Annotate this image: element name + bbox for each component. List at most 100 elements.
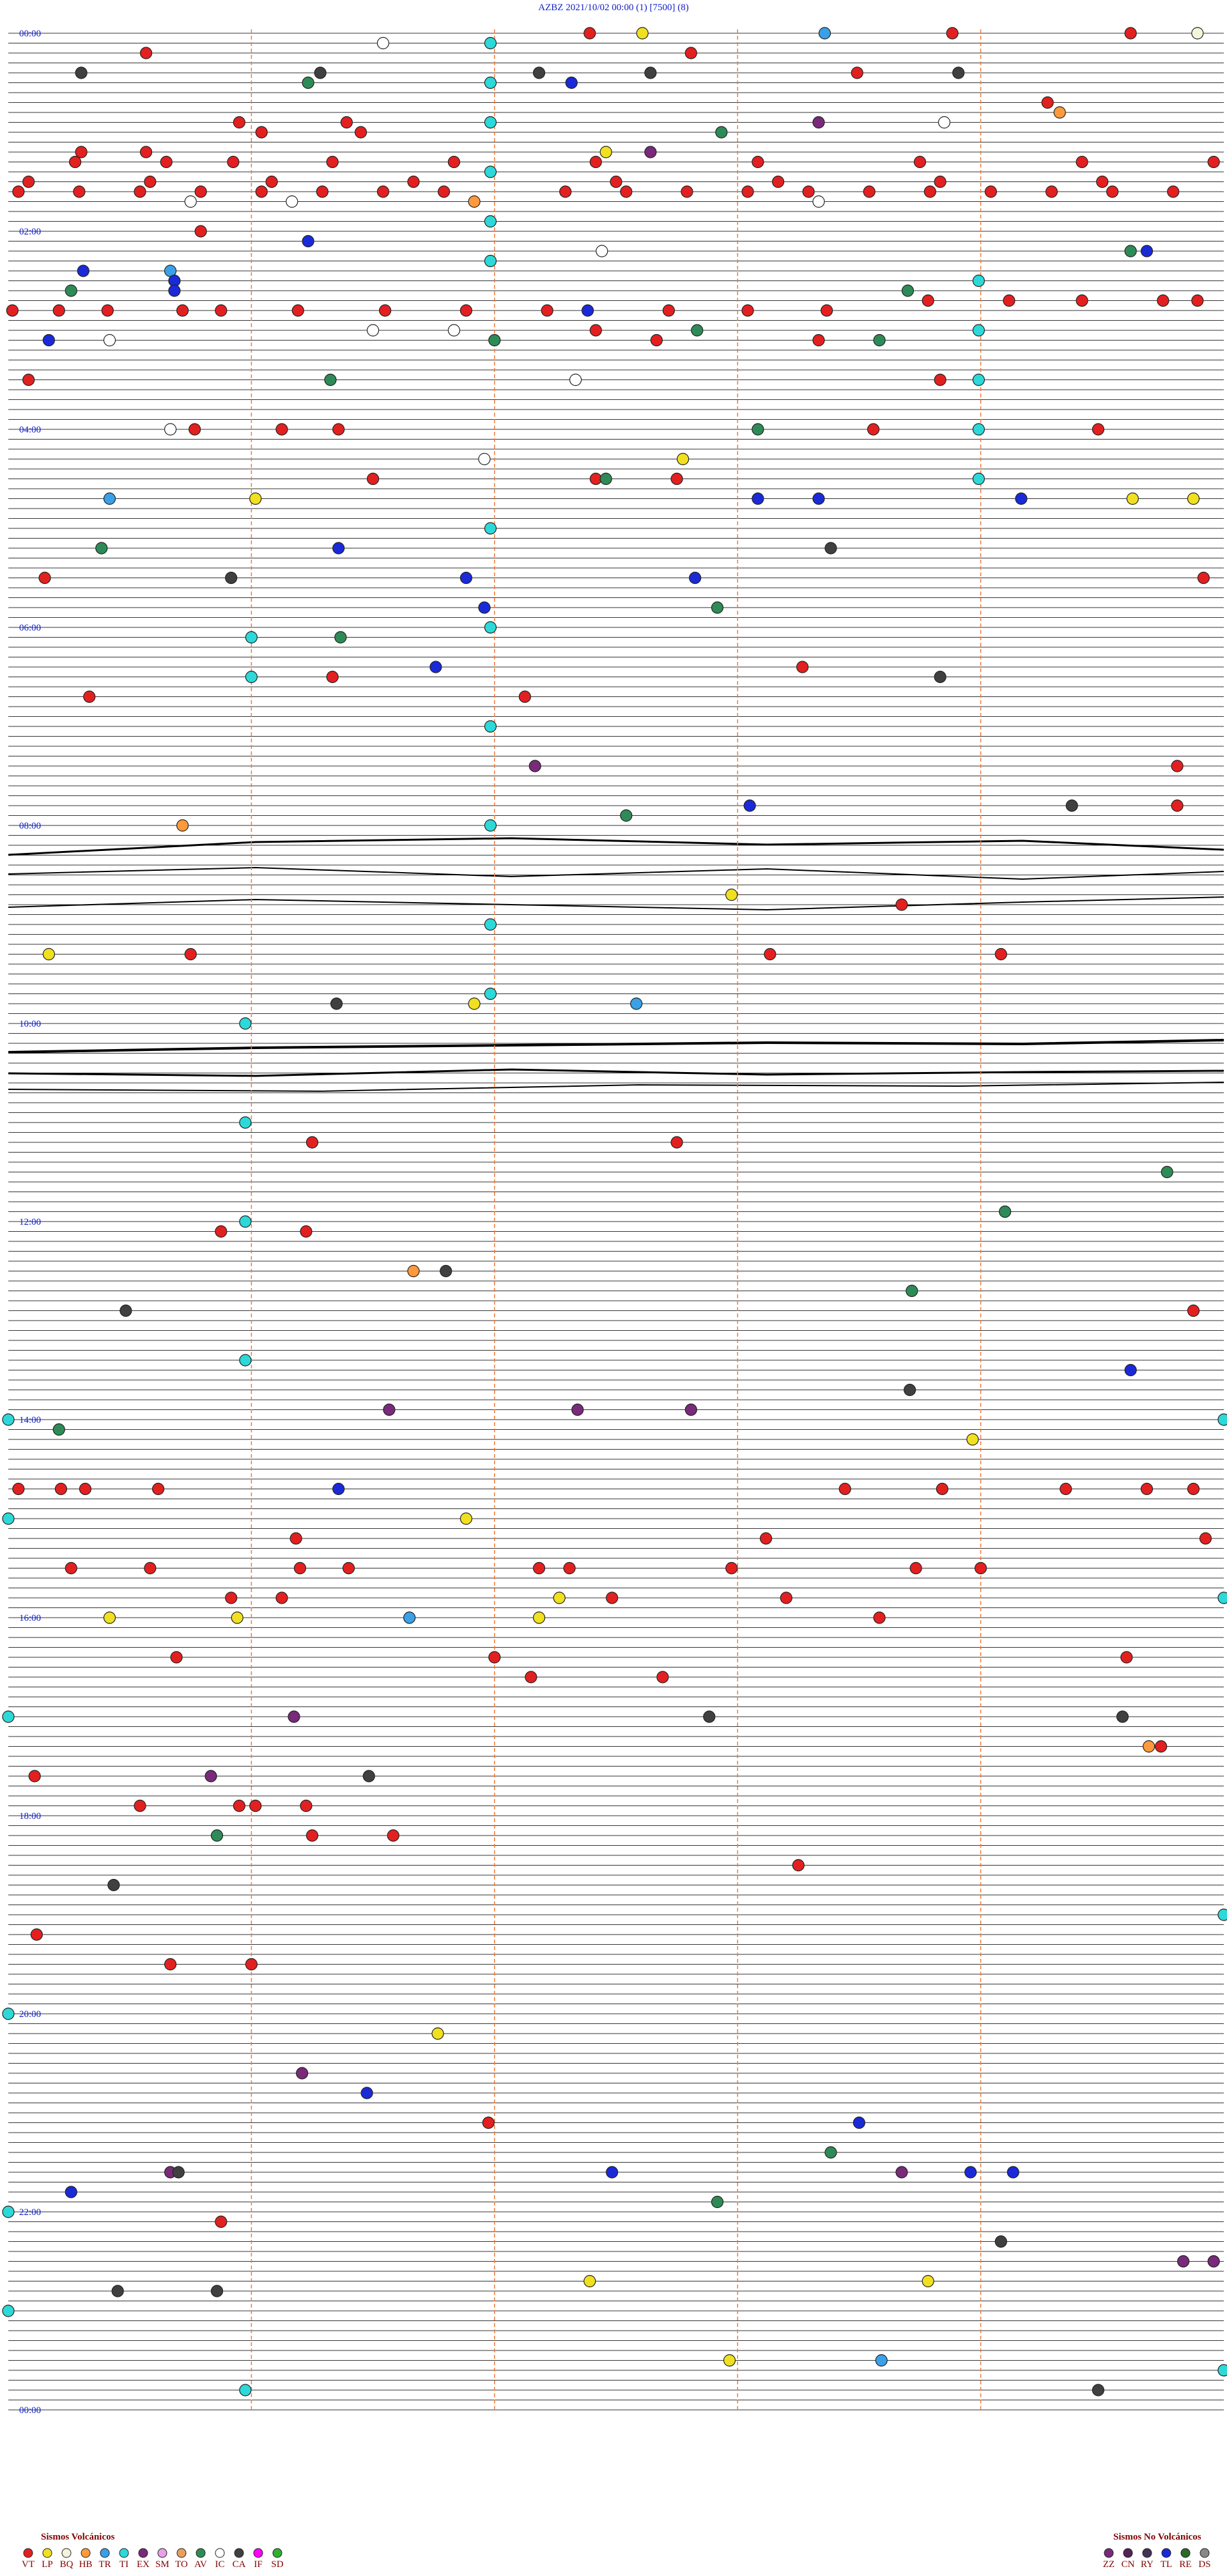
legend-swatch	[138, 2548, 148, 2558]
event-marker	[52, 1423, 65, 1436]
event-marker	[1015, 492, 1028, 505]
event-marker	[904, 1383, 916, 1397]
event-marker	[459, 571, 473, 585]
event-marker	[821, 304, 833, 317]
event-marker	[293, 1561, 307, 1575]
event-marker	[332, 1482, 345, 1496]
event-marker	[644, 146, 657, 158]
event-marker	[684, 1403, 697, 1416]
legend-label: TL	[1161, 2559, 1172, 2570]
event-marker	[812, 116, 825, 129]
event-marker	[291, 304, 304, 317]
event-marker	[909, 1561, 922, 1575]
event-marker	[1092, 423, 1105, 436]
event-marker	[225, 571, 238, 585]
event-marker	[589, 155, 602, 169]
event-marker	[488, 334, 501, 347]
event-marker	[752, 492, 764, 505]
event-marker	[972, 373, 985, 387]
event-marker	[305, 1136, 319, 1149]
event-marker	[620, 185, 633, 198]
event-marker	[12, 185, 25, 198]
legend-swatch	[234, 2548, 244, 2558]
event-marker	[332, 423, 345, 436]
noise-trace	[8, 896, 1224, 911]
event-marker	[934, 373, 946, 387]
event-marker	[342, 1561, 355, 1575]
legend-swatch	[119, 2548, 129, 2558]
event-marker	[65, 284, 77, 297]
event-marker	[120, 1304, 132, 1317]
event-marker	[999, 1205, 1012, 1218]
event-marker	[478, 601, 491, 614]
event-marker	[204, 1770, 217, 1782]
event-marker	[1041, 96, 1054, 109]
event-marker	[583, 2274, 596, 2288]
event-marker	[1187, 1304, 1200, 1317]
event-marker	[553, 1591, 566, 1604]
event-marker	[1076, 294, 1088, 307]
legend-label: SM	[155, 2559, 169, 2570]
legend-label: VT	[22, 2559, 35, 2570]
event-marker	[2, 2205, 15, 2218]
event-marker	[194, 185, 207, 198]
event-marker	[210, 2285, 224, 2297]
event-marker	[923, 185, 936, 198]
event-marker	[636, 27, 649, 40]
event-marker	[1177, 2255, 1190, 2268]
event-marker	[1124, 245, 1137, 257]
event-marker	[792, 1859, 805, 1872]
event-marker	[249, 492, 262, 505]
event-marker	[529, 760, 541, 772]
event-marker	[583, 27, 596, 40]
event-marker	[966, 1433, 979, 1446]
event-marker	[1207, 155, 1220, 169]
event-marker	[1155, 1740, 1168, 1753]
noise-trace	[8, 1039, 1224, 1054]
event-marker	[164, 1958, 177, 1971]
event-marker	[824, 2146, 837, 2159]
event-marker	[1217, 1591, 1227, 1604]
event-marker	[606, 1591, 619, 1604]
event-marker	[189, 423, 201, 436]
event-marker	[239, 1354, 252, 1367]
legend-swatch	[1180, 2548, 1191, 2558]
event-marker	[184, 195, 197, 208]
event-marker	[1120, 1651, 1133, 1664]
event-marker	[656, 1671, 669, 1683]
event-marker	[863, 185, 876, 198]
event-marker	[314, 66, 327, 79]
event-marker	[332, 542, 345, 555]
event-marker	[362, 1770, 375, 1782]
event-marker	[326, 155, 339, 169]
event-marker	[875, 2354, 888, 2367]
event-marker	[952, 66, 965, 79]
event-marker	[324, 373, 337, 387]
event-marker	[994, 2235, 1007, 2248]
event-marker	[429, 661, 442, 673]
event-marker	[300, 1799, 313, 1813]
event-marker	[334, 631, 347, 644]
event-marker	[484, 819, 497, 832]
traces	[8, 33, 1224, 2411]
event-marker	[459, 1512, 473, 1525]
event-marker	[225, 1591, 238, 1604]
event-marker	[482, 2116, 495, 2129]
event-marker	[107, 1878, 120, 1892]
event-marker	[650, 334, 663, 347]
event-marker	[972, 472, 985, 486]
event-marker	[853, 2116, 866, 2129]
event-marker	[743, 799, 756, 812]
event-marker	[620, 809, 633, 822]
event-marker	[764, 947, 776, 961]
event-marker	[484, 165, 497, 178]
event-marker	[895, 2166, 908, 2179]
event-marker	[239, 1215, 252, 1228]
event-marker	[407, 1264, 420, 1278]
event-marker	[215, 2215, 228, 2228]
event-marker	[818, 27, 831, 40]
event-marker	[922, 294, 934, 307]
event-marker	[52, 304, 65, 317]
legend-label: LP	[42, 2559, 53, 2570]
legend-label: BQ	[60, 2559, 73, 2570]
